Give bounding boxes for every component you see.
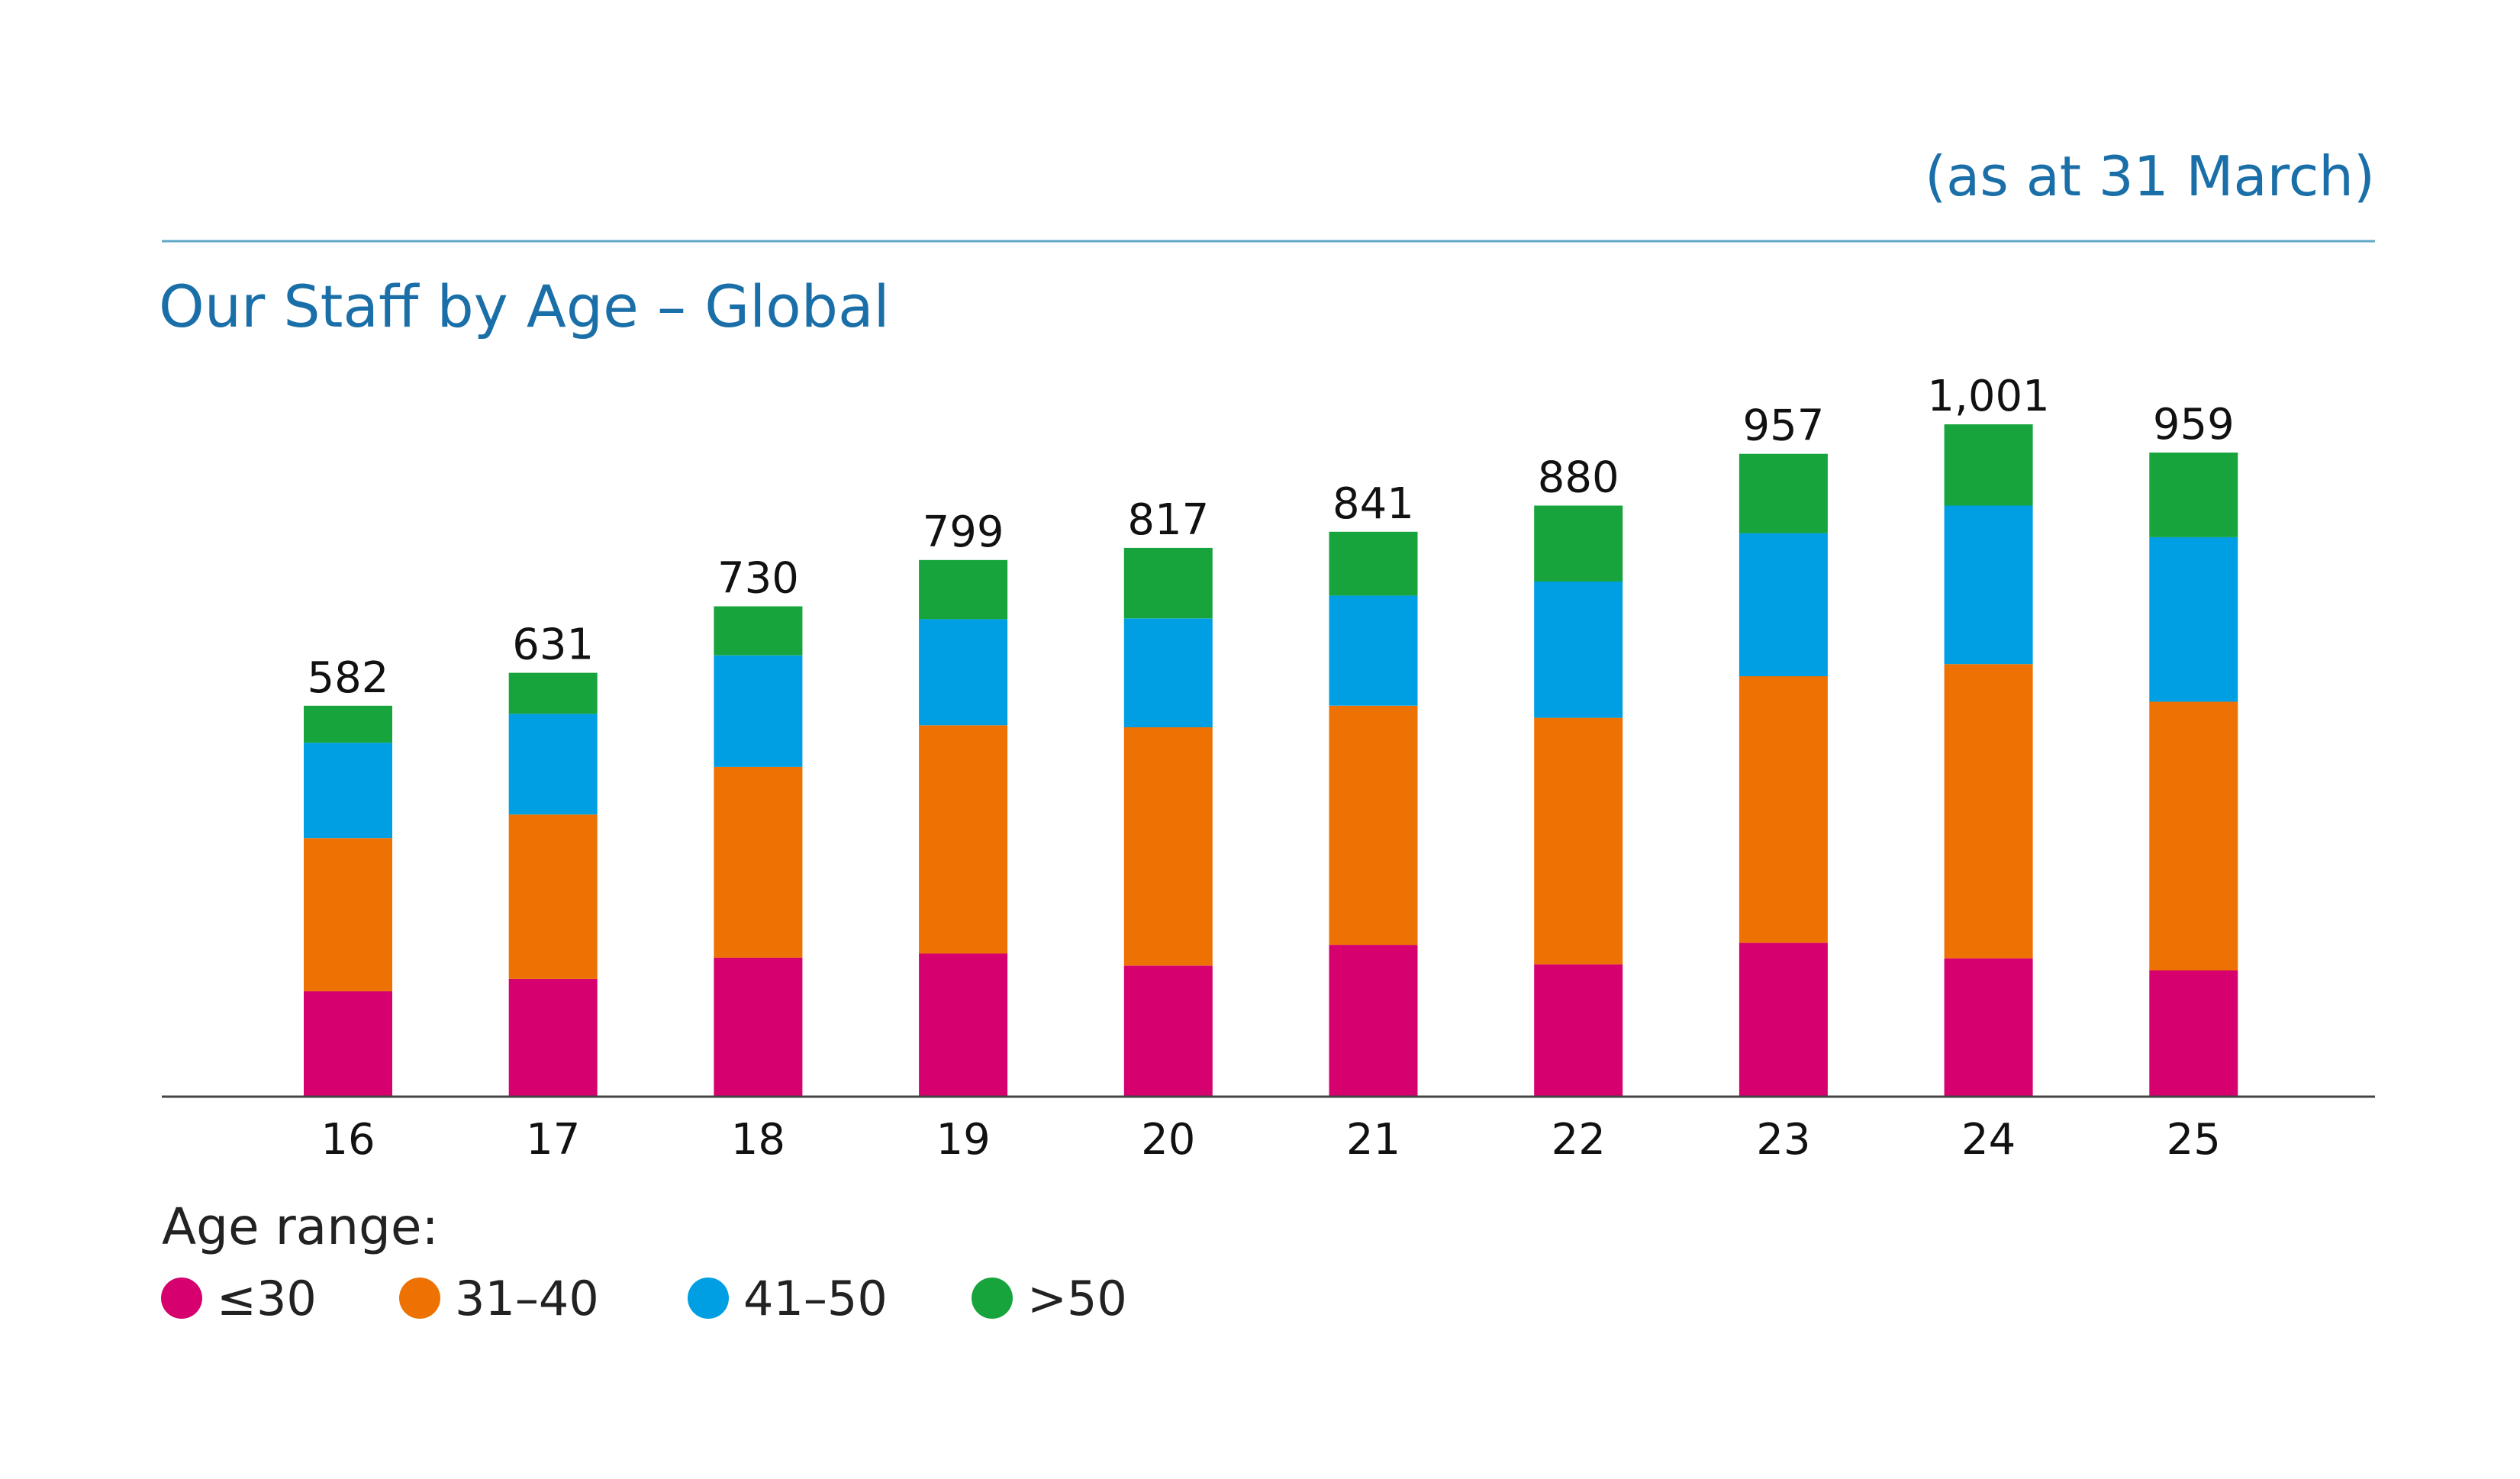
legend-swatch: [972, 1278, 1013, 1319]
legend-label: >50: [1027, 1271, 1127, 1326]
legend-label: 31–40: [455, 1271, 599, 1326]
bar-segment: [1739, 676, 1828, 943]
bar-segment: [1534, 964, 1623, 1097]
total-labels-group: 582 631 730 799 817 841 880 957 1,001 959: [308, 372, 2235, 703]
bar-segment: [714, 655, 803, 767]
x-tick-label: 17: [526, 1115, 580, 1165]
bar-segment: [508, 672, 598, 714]
bar-segment: [1534, 717, 1623, 965]
bar-segment: [2149, 701, 2238, 971]
bar-segment: [2149, 453, 2238, 537]
bar-segment: [1534, 505, 1623, 582]
total-label: 957: [1742, 401, 1824, 451]
x-tick-labels-group: 16 17 18 19 20 21 22 23 24 25: [321, 1115, 2221, 1165]
legend-swatch: [161, 1278, 202, 1319]
bar-segment: [304, 991, 392, 1097]
bar-segment: [1329, 945, 1418, 1097]
bar-segment: [508, 979, 598, 1097]
bar-segment: [304, 743, 392, 839]
total-label: 799: [923, 508, 1004, 557]
legend: ≤30 31–40 41–50 >50: [161, 1271, 1127, 1326]
x-tick-label: 24: [1961, 1115, 2016, 1165]
chart-note: (as at 31 March): [1925, 144, 2375, 208]
bar-segment: [304, 705, 392, 743]
legend-swatch: [399, 1278, 440, 1319]
bar-segment: [1944, 505, 2033, 665]
bar-segment: [1739, 942, 1828, 1097]
legend-swatch: [688, 1278, 729, 1319]
x-tick-label: 21: [1346, 1115, 1400, 1165]
bar-segment: [1944, 424, 2033, 506]
bar-segment: [714, 957, 803, 1097]
total-label: 582: [308, 653, 389, 703]
bar-segment: [1123, 547, 1213, 619]
total-label: 631: [512, 620, 594, 670]
bar-segment: [2149, 970, 2238, 1097]
x-tick-label: 19: [936, 1115, 990, 1165]
legend-label: 41–50: [743, 1271, 888, 1326]
legend-title: Age range:: [162, 1197, 439, 1256]
bar-segment: [714, 766, 803, 958]
bar-segment: [1739, 533, 1828, 677]
bar-segment: [1123, 727, 1213, 966]
legend-label: ≤30: [217, 1271, 317, 1326]
bar-segment: [919, 619, 1008, 726]
bar-segment: [1329, 595, 1418, 706]
total-label: 730: [717, 554, 799, 604]
x-tick-label: 20: [1141, 1115, 1195, 1165]
bar-segment: [508, 814, 598, 979]
bar-segment: [714, 606, 803, 656]
bar-segment: [1944, 958, 2033, 1097]
total-label: 817: [1127, 495, 1209, 545]
total-label: 1,001: [1927, 372, 2049, 421]
chart-title: Our Staff by Age – Global: [159, 272, 890, 340]
x-tick-label: 22: [1552, 1115, 1606, 1165]
bar-segment: [1123, 965, 1213, 1097]
bar-segment: [919, 953, 1008, 1097]
x-tick-label: 18: [731, 1115, 785, 1165]
bar-segment: [1944, 664, 2033, 959]
bar-segment: [1329, 705, 1418, 946]
x-tick-label: 16: [321, 1115, 375, 1165]
bar-segment: [1739, 453, 1828, 533]
bar-segment: [1534, 581, 1623, 718]
bar-segment: [919, 559, 1008, 620]
total-label: 880: [1538, 453, 1619, 503]
x-tick-label: 23: [1756, 1115, 1810, 1165]
bar-segment: [2149, 536, 2238, 702]
total-label: 959: [2153, 400, 2235, 450]
bars-group: [304, 424, 2238, 1097]
bar-segment: [1123, 618, 1213, 727]
total-label: 841: [1333, 479, 1414, 529]
bar-segment: [919, 725, 1008, 954]
bar-segment: [1329, 531, 1418, 596]
bar-segment: [508, 714, 598, 815]
x-tick-label: 25: [2167, 1115, 2221, 1165]
bar-segment: [304, 838, 392, 991]
